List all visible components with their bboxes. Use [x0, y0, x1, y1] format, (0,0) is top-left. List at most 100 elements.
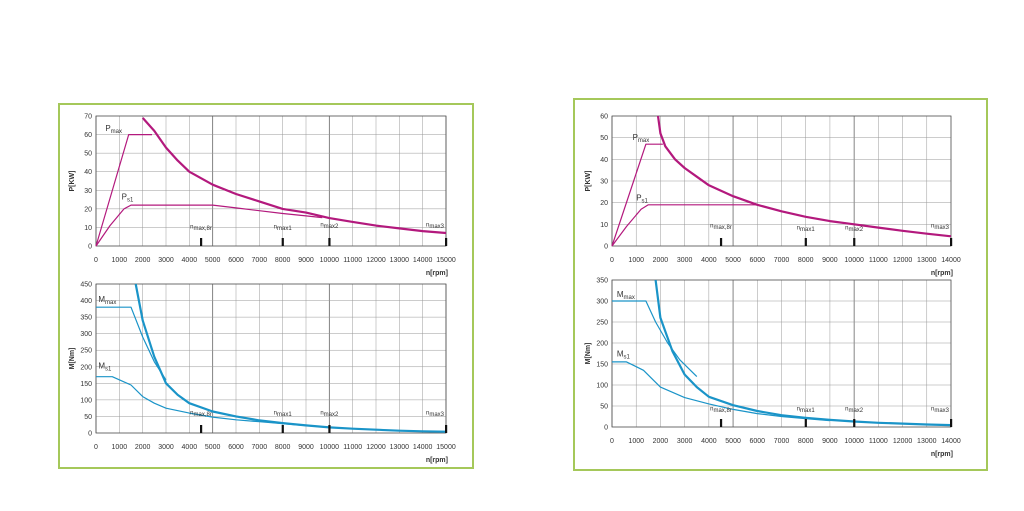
- x-tick-label: 13000: [917, 257, 937, 264]
- y-tick-label: 0: [88, 244, 92, 251]
- y-tick-label: 30: [600, 179, 608, 186]
- y-tick-label: 0: [88, 431, 92, 438]
- y-tick-label: 20: [84, 206, 92, 213]
- y-tick-label: 10: [600, 222, 608, 229]
- speed-marker: [281, 425, 284, 433]
- x-tick-label: 8000: [798, 257, 814, 264]
- x-tick-label: 1000: [112, 257, 128, 264]
- x-tick-label: 0: [94, 444, 98, 451]
- series-line-envelope: [654, 279, 952, 427]
- speed-marker-label: nmax1: [274, 411, 293, 419]
- speed-marker: [281, 238, 284, 246]
- x-tick-label: 14000: [413, 444, 433, 451]
- y-tick-label: 300: [80, 331, 92, 338]
- x-tick-label: 10000: [844, 257, 864, 264]
- x-tick-label: 10000: [844, 438, 864, 445]
- speed-marker: [853, 419, 856, 427]
- speed-marker: [445, 238, 448, 246]
- y-tick-label: 50: [600, 135, 608, 142]
- speed-marker-label: nmax3: [426, 223, 445, 231]
- x-tick-label: 8000: [798, 438, 814, 445]
- x-tick-label: 8000: [275, 444, 291, 451]
- series-line-envelope: [656, 115, 952, 238]
- series-line-pmax: [611, 143, 663, 247]
- x-tick-label: 12000: [893, 257, 913, 264]
- speed-marker-label: nmax2: [320, 411, 339, 419]
- speed-marker: [719, 238, 723, 246]
- x-tick-label: 15000: [436, 257, 456, 264]
- chart-3: 0 1000 2000 3000 4000 5000 6000 7000 8000 9000 100…: [585, 114, 961, 278]
- speed-marker-label: nmax1: [797, 226, 816, 234]
- x-tick-label: 13000: [917, 438, 937, 445]
- x-tick-label: 1000: [628, 438, 644, 445]
- y-tick-label: 300: [596, 299, 608, 306]
- y-axis-label: M[Nm]: [69, 348, 76, 370]
- series-line-ps1: [95, 204, 323, 247]
- series-line-ms1: [612, 361, 830, 422]
- y-tick-label: 250: [80, 348, 92, 355]
- series-line-pmax: [95, 134, 152, 247]
- x-tick-label: 3000: [158, 257, 174, 264]
- x-tick-label: 7000: [774, 257, 790, 264]
- x-tick-label: 6000: [749, 438, 765, 445]
- speed-marker-label: nmax,8r: [710, 407, 732, 415]
- y-tick-label: 50: [84, 414, 92, 421]
- speed-marker-label: nmax3: [931, 407, 950, 415]
- curve-label-ms1: Ms1: [98, 361, 112, 372]
- x-tick-label: 8000: [275, 257, 291, 264]
- speed-marker: [200, 425, 203, 433]
- x-tick-label: 11000: [343, 444, 362, 451]
- y-tick-label: 150: [80, 381, 92, 388]
- y-tick-label: 0: [604, 244, 608, 251]
- y-tick-label: 50: [600, 404, 608, 411]
- speed-marker: [804, 419, 807, 427]
- x-tick-label: 15000: [436, 444, 456, 451]
- curve-label-pmax: Pmax: [105, 124, 122, 135]
- y-axis-label: P[KW]: [585, 171, 592, 192]
- curve-label-mmax: Mmax: [98, 295, 116, 306]
- speed-marker-label: nmax2: [320, 223, 339, 231]
- y-tick-label: 250: [596, 320, 608, 327]
- y-tick-label: 350: [80, 315, 92, 322]
- x-tick-label: 9000: [298, 444, 314, 451]
- x-tick-label: 4000: [182, 444, 198, 451]
- x-tick-label: 5000: [205, 257, 221, 264]
- plot-frame: [611, 115, 952, 247]
- y-tick-label: 10: [84, 225, 92, 232]
- x-tick-label: 14000: [941, 257, 961, 264]
- y-tick-label: 60: [84, 132, 92, 139]
- x-axis-label: n[rpm]: [931, 451, 953, 458]
- speed-marker: [328, 238, 331, 246]
- curve-label-ps1: Ps1: [122, 193, 134, 204]
- series-line-envelope: [141, 117, 447, 235]
- speed-marker-label: nmax,8r: [710, 223, 732, 231]
- x-tick-label: 9000: [822, 257, 838, 264]
- speed-marker-label: nmax2: [845, 407, 864, 415]
- x-tick-label: 4000: [701, 438, 717, 445]
- x-tick-label: 3000: [677, 257, 693, 264]
- y-tick-label: 150: [596, 362, 608, 369]
- series-line-ms1: [96, 376, 330, 428]
- chart-panel-left: [58, 103, 474, 469]
- chart-panel-right: [573, 98, 988, 471]
- y-tick-label: 40: [84, 169, 92, 176]
- x-tick-label: 0: [610, 257, 614, 264]
- x-tick-label: 10000: [320, 257, 340, 264]
- chart-1: 0 1000 2000 3000 4000 5000 6000 7000 8000 9000 100…: [69, 114, 456, 278]
- x-tick-label: 0: [94, 257, 98, 264]
- x-tick-label: 5000: [205, 444, 221, 451]
- y-tick-label: 200: [596, 341, 608, 348]
- curve-label-mmax: Mmax: [617, 290, 635, 301]
- speed-marker-label: nmax1: [797, 407, 816, 415]
- y-tick-label: 100: [80, 397, 92, 404]
- x-tick-label: 6000: [749, 257, 765, 264]
- x-tick-label: 2000: [135, 444, 151, 451]
- x-axis-label: n[rpm]: [426, 457, 448, 464]
- y-tick-label: 70: [84, 114, 92, 121]
- x-tick-label: 14000: [413, 257, 433, 264]
- plot-frame: [611, 279, 952, 428]
- speed-marker-label: nmax3: [931, 223, 950, 231]
- y-tick-label: 0: [604, 425, 608, 432]
- x-tick-label: 3000: [158, 444, 174, 451]
